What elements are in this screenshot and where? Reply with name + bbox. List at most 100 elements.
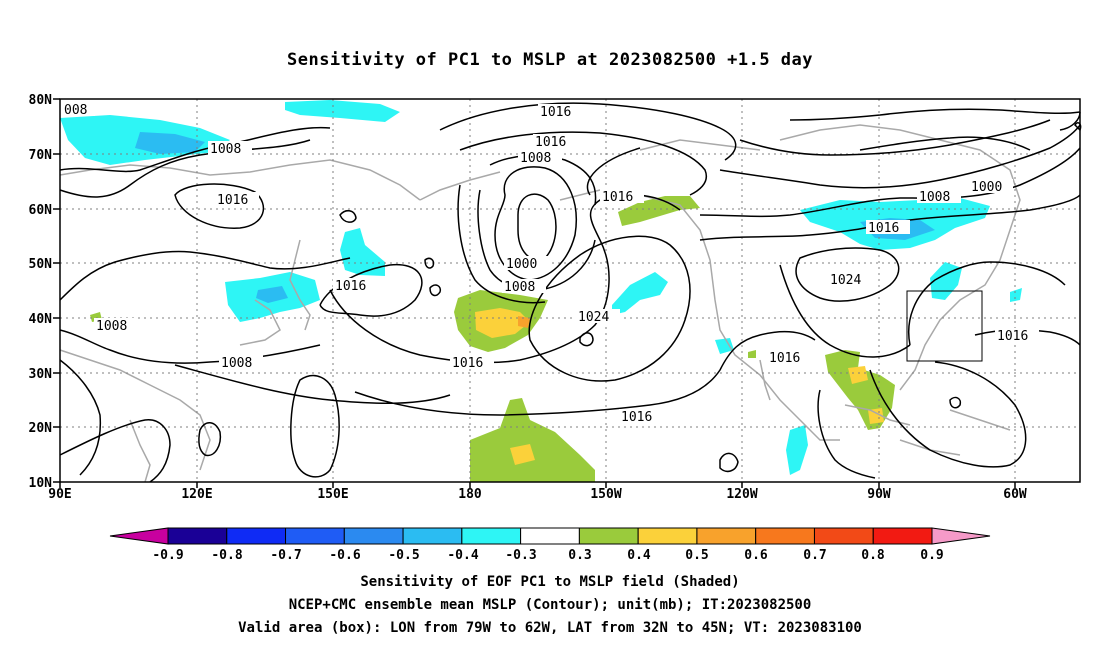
- contour-label-8: 1008: [504, 280, 535, 295]
- colorbar-swatch: [461, 527, 522, 545]
- lon-axis-labels: 90E 120E 150E 180 150W 120W 90W 60W: [48, 487, 1027, 502]
- lon-label-150e: 150E: [317, 487, 348, 502]
- colorbar-high-end: [931, 527, 991, 545]
- plot-border: [59, 98, 1081, 483]
- colorbar-swatch: [520, 527, 580, 545]
- contour-label-18: 1016: [868, 221, 899, 236]
- shade-green-tropics: [470, 398, 595, 482]
- valid-area-box: [906, 290, 983, 362]
- lon-label-120w: 120W: [726, 487, 757, 502]
- shade-yellow-caribbean-2: [868, 408, 884, 424]
- mslp-contours: [59, 102, 1082, 483]
- contour-label-16: 1008: [919, 190, 950, 205]
- shade-green-alaska: [618, 196, 700, 226]
- shade-blue-japan: [256, 286, 288, 303]
- colorbar-swatch: [285, 527, 345, 545]
- caption-line-1: Sensitivity of EOF PC1 to MSLP field (Sh…: [360, 574, 740, 590]
- contour-label-6: 1008: [520, 151, 551, 166]
- lat-axis-labels: 80N 70N 60N 50N 40N 30N 20N 10N: [29, 93, 53, 491]
- colorbar-swatch: [813, 527, 874, 545]
- contour-label-3: 1016: [217, 193, 248, 208]
- contour-label-13: 1024: [578, 310, 609, 325]
- cb-label-11: 0.6: [744, 548, 768, 563]
- colorbar-swatch: [755, 527, 815, 545]
- contour-label-20: 1016: [769, 351, 800, 366]
- lat-label-60n: 60N: [29, 203, 53, 218]
- shade-yellow-pacific-mid: [475, 308, 530, 338]
- contour-label-11: 1008: [96, 319, 127, 334]
- shade-cyan-pacific-ne: [612, 272, 668, 315]
- colorbar-swatch: [343, 527, 404, 545]
- shade-cyan-gulf: [786, 425, 808, 475]
- contour-label-15: 1016: [621, 410, 652, 425]
- lon-label-180: 180: [458, 487, 482, 502]
- colorbar-low-end: [109, 527, 169, 545]
- colorbar-swatch: [167, 527, 228, 545]
- caption-line-2: NCEP+CMC ensemble mean MSLP (Contour); u…: [288, 597, 812, 613]
- colorbar-labels: -0.9 -0.8 -0.7 -0.6 -0.5 -0.4 -0.3 0.3 0…: [152, 548, 943, 563]
- shade-green-tiny-2: [748, 350, 756, 358]
- shaded-regions: [60, 100, 1022, 482]
- shade-orange-pacific-mid: [518, 316, 530, 328]
- lat-label-80n: 80N: [29, 93, 53, 108]
- colorbar-swatches: [167, 527, 933, 545]
- contour-label-4: 1016: [540, 105, 571, 120]
- shade-cyan-siberia: [340, 228, 385, 276]
- contour-labels: 008 1008 1016 1016 1016 1008 1000 1008 1…: [63, 102, 1039, 425]
- cb-label-3: -0.7: [270, 548, 301, 563]
- lon-label-90e: 90E: [48, 487, 71, 502]
- contour-label-2: 1008: [210, 142, 241, 157]
- graticule: [60, 99, 1080, 482]
- colorbar: -0.9 -0.8 -0.7 -0.6 -0.5 -0.4 -0.3 0.3 0…: [109, 527, 991, 563]
- contour-label-12: 1008: [221, 356, 252, 371]
- lat-label-70n: 70N: [29, 148, 53, 163]
- shade-cyan-mexico: [715, 338, 734, 354]
- colorbar-swatch: [696, 527, 757, 545]
- map-title: Sensitivity of PC1 to MSLP at 2023082500…: [286, 50, 813, 70]
- colorbar-swatch: [872, 527, 933, 545]
- lat-label-10n: 10N: [29, 476, 53, 491]
- lon-label-150w: 150W: [590, 487, 621, 502]
- contour-label-14: 1016: [602, 190, 633, 205]
- lat-label-50n: 50N: [29, 257, 53, 272]
- shade-blue-arctic-west: [135, 132, 205, 154]
- cb-label-4: -0.6: [329, 548, 360, 563]
- lon-label-60w: 60W: [1003, 487, 1027, 502]
- caption-line-3: Valid area (box): LON from 79W to 62W, L…: [238, 620, 862, 636]
- cb-label-6: -0.4: [447, 548, 478, 563]
- cb-label-10: 0.5: [685, 548, 708, 563]
- cb-label-9: 0.4: [627, 548, 651, 563]
- cb-label-1: -0.9: [152, 548, 183, 563]
- contour-label-1: 008: [64, 103, 87, 118]
- colorbar-swatch: [637, 527, 698, 545]
- shade-yellow-tropics: [510, 444, 535, 465]
- lat-ticks: [53, 98, 60, 483]
- lon-label-90w: 90W: [867, 487, 891, 502]
- lat-label-40n: 40N: [29, 312, 53, 327]
- cb-label-13: 0.8: [861, 548, 885, 563]
- lat-label-30n: 30N: [29, 367, 53, 382]
- cb-label-12: 0.7: [803, 548, 826, 563]
- lon-label-120e: 120E: [181, 487, 212, 502]
- colorbar-swatch: [226, 527, 287, 545]
- cb-label-14: 0.9: [920, 548, 943, 563]
- shade-cyan-arctic-mid: [285, 100, 400, 122]
- shade-cyan-atlantic-small: [1010, 288, 1022, 302]
- lat-label-20n: 20N: [29, 421, 53, 436]
- lon-ticks: [59, 482, 1016, 488]
- contour-label-21: 1016: [997, 329, 1028, 344]
- cb-label-8: 0.3: [568, 548, 591, 563]
- contour-label-7: 1000: [506, 257, 537, 272]
- cb-label-7: -0.3: [505, 548, 536, 563]
- shade-yellow-caribbean: [848, 366, 868, 384]
- cb-label-2: -0.8: [211, 548, 242, 563]
- cb-label-5: -0.5: [388, 548, 419, 563]
- contour-label-9: 1016: [335, 279, 366, 294]
- contour-label-17: 1000: [971, 180, 1002, 195]
- contour-label-10: 1016: [452, 356, 483, 371]
- contour-label-19: 1024: [830, 273, 861, 288]
- contour-label-5: 1016: [535, 135, 566, 150]
- colorbar-swatch: [578, 527, 639, 545]
- colorbar-swatch: [402, 527, 463, 545]
